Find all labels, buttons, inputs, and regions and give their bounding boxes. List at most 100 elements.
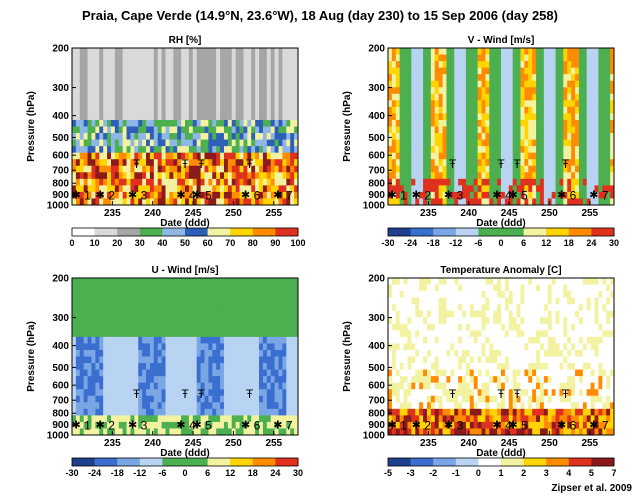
heatmap-cell bbox=[173, 159, 178, 167]
heatmap-cell bbox=[539, 198, 545, 206]
heatmap-cell bbox=[532, 67, 537, 75]
heatmap-cell bbox=[220, 363, 225, 370]
heatmap-cell bbox=[122, 87, 127, 95]
heatmap-cell bbox=[415, 389, 420, 397]
heatmap-cell bbox=[196, 139, 201, 147]
heatmap-cell bbox=[134, 363, 139, 370]
heatmap-cell bbox=[454, 343, 459, 351]
heatmap-cell bbox=[516, 172, 521, 180]
heatmap-cell bbox=[594, 106, 599, 114]
heatmap-cell bbox=[524, 54, 529, 62]
heatmap-cell bbox=[388, 304, 393, 312]
heatmap-cell bbox=[458, 310, 463, 318]
heatmap-cell bbox=[161, 356, 166, 364]
heatmap-cell bbox=[399, 172, 404, 180]
heatmap-cell bbox=[270, 146, 276, 154]
heatmap-cell bbox=[395, 415, 401, 423]
heatmap-cell bbox=[602, 80, 607, 88]
heatmap-cell bbox=[251, 317, 256, 325]
heatmap-cell bbox=[477, 336, 482, 344]
heatmap-cell bbox=[192, 165, 198, 173]
heatmap-cell bbox=[103, 278, 108, 285]
heatmap-cell bbox=[169, 106, 174, 114]
heatmap-cell bbox=[477, 349, 482, 357]
heatmap-cell bbox=[407, 185, 412, 193]
heatmap-cell bbox=[192, 152, 198, 160]
heatmap-cell bbox=[434, 80, 440, 88]
heatmap-cell bbox=[481, 198, 486, 206]
heatmap-cell bbox=[235, 61, 240, 69]
heatmap-cell bbox=[391, 356, 397, 364]
heatmap-cell bbox=[508, 198, 514, 206]
heatmap-cell bbox=[426, 356, 432, 364]
heatmap-cell bbox=[610, 198, 615, 206]
heatmap-cell bbox=[169, 87, 174, 95]
heatmap-cell bbox=[79, 408, 85, 416]
heatmap-cell bbox=[454, 310, 459, 318]
heatmap-cell bbox=[388, 165, 393, 173]
heatmap-cell bbox=[278, 278, 283, 285]
heatmap-cell bbox=[173, 113, 178, 121]
heatmap-cell bbox=[423, 382, 428, 390]
heatmap-cell bbox=[294, 323, 299, 331]
heatmap-cell bbox=[87, 278, 92, 285]
heatmap-cell bbox=[450, 376, 455, 384]
heatmap-cell bbox=[606, 159, 611, 167]
heatmap-cell bbox=[446, 165, 451, 173]
heatmap-cell bbox=[391, 93, 397, 101]
heatmap-cell bbox=[423, 428, 428, 436]
colorbar-tick-label: -30 bbox=[381, 238, 394, 248]
heatmap-cell bbox=[508, 159, 514, 167]
heatmap-cell bbox=[485, 106, 490, 114]
heatmap-cell bbox=[251, 343, 256, 351]
heatmap-cell bbox=[126, 198, 131, 206]
heatmap-cell bbox=[504, 100, 510, 108]
heatmap-cell bbox=[153, 80, 159, 88]
heatmap-cell bbox=[520, 74, 525, 82]
heatmap-cell bbox=[153, 93, 159, 101]
heatmap-cell bbox=[294, 172, 299, 180]
heatmap-cell bbox=[173, 323, 178, 331]
heatmap-cell bbox=[208, 146, 213, 154]
heatmap-cell bbox=[122, 402, 127, 410]
heatmap-cell bbox=[227, 291, 233, 299]
heatmap-cell bbox=[157, 278, 163, 285]
heatmap-cell bbox=[403, 310, 408, 318]
heatmap-cell bbox=[153, 139, 159, 147]
heatmap-cell bbox=[181, 159, 186, 167]
heatmap-cell bbox=[426, 408, 432, 416]
heatmap-cell bbox=[196, 330, 201, 338]
heatmap-cell bbox=[274, 395, 279, 403]
heatmap-cell bbox=[212, 415, 217, 423]
heatmap-cell bbox=[567, 191, 572, 199]
heatmap-cell bbox=[208, 336, 213, 344]
heatmap-cell bbox=[446, 336, 451, 344]
heatmap-cell bbox=[165, 284, 170, 292]
colorbar-segment bbox=[410, 228, 434, 236]
heatmap-cell bbox=[200, 291, 205, 299]
heatmap-cell bbox=[235, 100, 240, 108]
heatmap-cell bbox=[262, 54, 268, 62]
heatmap-cell bbox=[454, 87, 459, 95]
heatmap-cell bbox=[489, 198, 494, 206]
heatmap-cell bbox=[83, 133, 88, 140]
heatmap-cell bbox=[290, 119, 295, 127]
heatmap-cell bbox=[481, 369, 486, 377]
heatmap-cell bbox=[107, 291, 112, 299]
heatmap-cell bbox=[165, 198, 170, 206]
heatmap-cell bbox=[274, 336, 279, 344]
heatmap-cell bbox=[204, 408, 209, 416]
heatmap-cell bbox=[87, 67, 92, 75]
heatmap-cell bbox=[469, 376, 475, 384]
heatmap-cell bbox=[153, 402, 159, 410]
heatmap-cell bbox=[235, 310, 240, 318]
heatmap-cell bbox=[450, 304, 455, 312]
heatmap-cell bbox=[270, 80, 276, 88]
heatmap-cell bbox=[255, 343, 260, 351]
heatmap-cell bbox=[477, 159, 482, 167]
heatmap-cell bbox=[134, 119, 139, 127]
heatmap-cell bbox=[551, 178, 556, 186]
heatmap-cell bbox=[146, 74, 151, 82]
heatmap-cell bbox=[192, 356, 198, 364]
heatmap-cell bbox=[247, 284, 252, 292]
